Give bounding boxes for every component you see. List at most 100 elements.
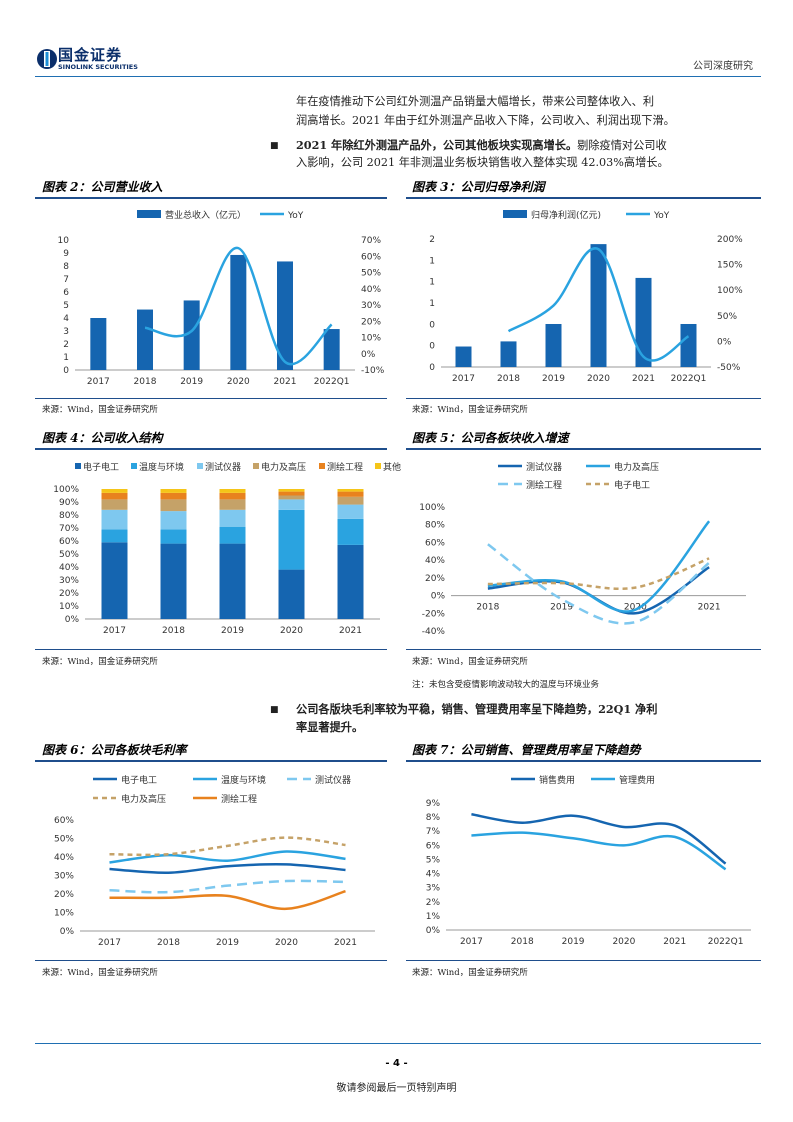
fig3-legend-bar-label: 归母净利润(亿元) (531, 209, 601, 221)
fig5-legend-3-label: 电子电工 (614, 479, 650, 491)
fig2-yright-tick: 40% (361, 285, 381, 295)
fig6-bottom-rule (35, 960, 387, 961)
report-type: 公司深度研究 (693, 61, 753, 72)
logo-cn-text: 国金证券 (58, 46, 123, 64)
fig3-bar (635, 277, 652, 367)
fig3-yright-tick: 100% (717, 286, 743, 296)
fig4-bar-segment (160, 543, 187, 619)
fig7-legend-0-label: 销售费用 (539, 774, 575, 786)
fig4-bar-segment (278, 495, 305, 500)
fig4-bar-segment (160, 511, 187, 530)
footer-disclaimer: 敬请参阅最后一页特别声明 (336, 1083, 457, 1094)
fig5-y-tick: 100% (419, 503, 445, 513)
fig4-source: 来源：Wind，国金证券研究所 (42, 657, 158, 667)
fig4-legend-5-swatch (375, 463, 381, 469)
fig4-y-tick: 90% (59, 498, 79, 508)
fig5-bottom-rule (406, 649, 761, 650)
fig7-x-tick: 2020 (612, 937, 635, 947)
fig7-y-tick: 5% (426, 855, 441, 865)
fig4-x-tick: 2021 (339, 626, 362, 636)
fig4-bar-segment (219, 489, 246, 493)
fig7-y-tick: 2% (426, 898, 441, 908)
fig7-y-tick: 0% (426, 926, 441, 936)
fig2-yleft-tick: 2 (63, 340, 69, 350)
fig3-title: 图表 3：公司归母净利润 (412, 180, 545, 194)
fig2-yoy-line (144, 246, 333, 366)
fig5-legend-1-label: 电力及高压 (614, 461, 659, 473)
fig2-bottom-rule (35, 398, 387, 399)
bullet-icon: ■ (270, 141, 279, 151)
fig2-bar (230, 254, 247, 370)
fig3-bar (455, 346, 472, 367)
fig4-title: 图表 4：公司收入结构 (42, 431, 163, 445)
fig5-note: 注：未包含受疫情影响波动较大的温度与环境业务 (412, 680, 600, 690)
fig5-legend-2-label: 测绘工程 (526, 479, 562, 491)
fig3-yright-tick: 150% (717, 261, 743, 271)
fig4-legend-4-label: 测绘工程 (327, 461, 363, 473)
fig4-bottom-rule (35, 649, 387, 650)
fig6-series-line (109, 850, 346, 864)
fig4-bar-segment (219, 543, 246, 619)
fig7-y-tick: 9% (426, 799, 441, 809)
fig4-bar-segment (101, 542, 128, 619)
fig7-source: 来源：Wind，国金证券研究所 (412, 968, 528, 978)
fig5-y-tick: 40% (425, 556, 445, 566)
fig2-yright-tick: 60% (361, 252, 381, 262)
intro-line-2: 润高增长。2021 年由于红外测温产品收入下降，公司收入、利润出现下滑。 (296, 114, 675, 127)
fig3-bar (590, 244, 607, 367)
fig4-bar-segment (101, 489, 128, 493)
fig3-x-tick: 2019 (542, 374, 565, 384)
fig3-legend-bar-swatch (503, 210, 527, 218)
fig4-legend-2-swatch (197, 463, 203, 469)
fig4-legend-3-swatch (253, 463, 259, 469)
fig3-x-tick: 2020 (587, 374, 610, 384)
fig6-series-line (109, 879, 346, 894)
fig3-yleft-tick: 1 (429, 278, 435, 288)
fig6-title-rule (35, 760, 387, 762)
fig2-yright-tick: 20% (361, 317, 381, 327)
fig6-series-line (109, 862, 346, 874)
fig7-x-tick: 2017 (460, 937, 483, 947)
fig4-y-tick: 80% (59, 511, 79, 521)
footer-divider (35, 1043, 761, 1044)
fig4-legend-1-swatch (131, 463, 137, 469)
fig2-source: 来源：Wind，国金证券研究所 (42, 405, 158, 415)
fig7-y-tick: 7% (426, 827, 441, 837)
fig2-yleft-tick: 7 (63, 275, 69, 285)
fig4-bar-segment (278, 491, 305, 496)
fig4-y-tick: 50% (59, 550, 79, 560)
bullet2-line-2: 率显著提升。 (296, 720, 364, 734)
fig3-x-tick: 2021 (632, 374, 655, 384)
fig7-chart: 销售费用 管理费用 0% 1% 2% 3% 4% 5% 6% 7% 8% 9% 2017 2018 2019… (426, 774, 751, 947)
fig3-yleft-tick: 0 (429, 342, 435, 352)
fig3-title-rule (406, 197, 761, 199)
fig6-series-line (109, 890, 346, 911)
fig4-bar-segment (337, 491, 364, 497)
fig5-legend-0-label: 测试仪器 (526, 461, 562, 473)
fig2-bar (277, 261, 293, 370)
bullet-icon: ■ (270, 705, 279, 715)
fig3-yright-tick: 0% (717, 337, 732, 347)
fig4-bar-segment (219, 526, 246, 544)
fig5-y-tick: 20% (425, 574, 445, 584)
fig6-y-tick: 20% (54, 890, 74, 900)
fig4-bar-segment (101, 529, 128, 543)
intro-line-1: 年在疫情推动下公司红外测温产品销量大幅增长，带来公司整体收入、利 (296, 95, 655, 108)
fig5-y-tick: 0% (431, 592, 446, 602)
fig7-bottom-rule (406, 960, 761, 961)
fig3-x-tick: 2022Q1 (671, 374, 707, 384)
fig2-x-tick: 2022Q1 (314, 377, 350, 387)
fig4-x-tick: 2017 (103, 626, 126, 636)
fig4-bar-segment (160, 492, 187, 500)
fig3-yright-tick: 200% (717, 235, 743, 245)
fig6-legend-2-label: 测试仪器 (315, 774, 351, 786)
company-logo (36, 44, 144, 74)
fig6-y-tick: 30% (54, 872, 74, 882)
fig7-x-tick: 2021 (663, 937, 686, 947)
fig7-x-tick: 2022Q1 (708, 937, 744, 947)
fig2-legend-bar-swatch (137, 210, 161, 218)
fig6-y-tick: 50% (54, 835, 74, 845)
fig2-chart: 营业总收入（亿元） YoY 0 1 2 3 4 5 6 7 8 9 10 -10% 0% 10% 20% 30% 4… (58, 209, 385, 387)
fig2-x-tick: 2017 (87, 377, 110, 387)
bullet1-line-2: 入影响，公司 2021 年非测温业务板块销售收入整体实现 42.03%高增长。 (296, 156, 669, 169)
